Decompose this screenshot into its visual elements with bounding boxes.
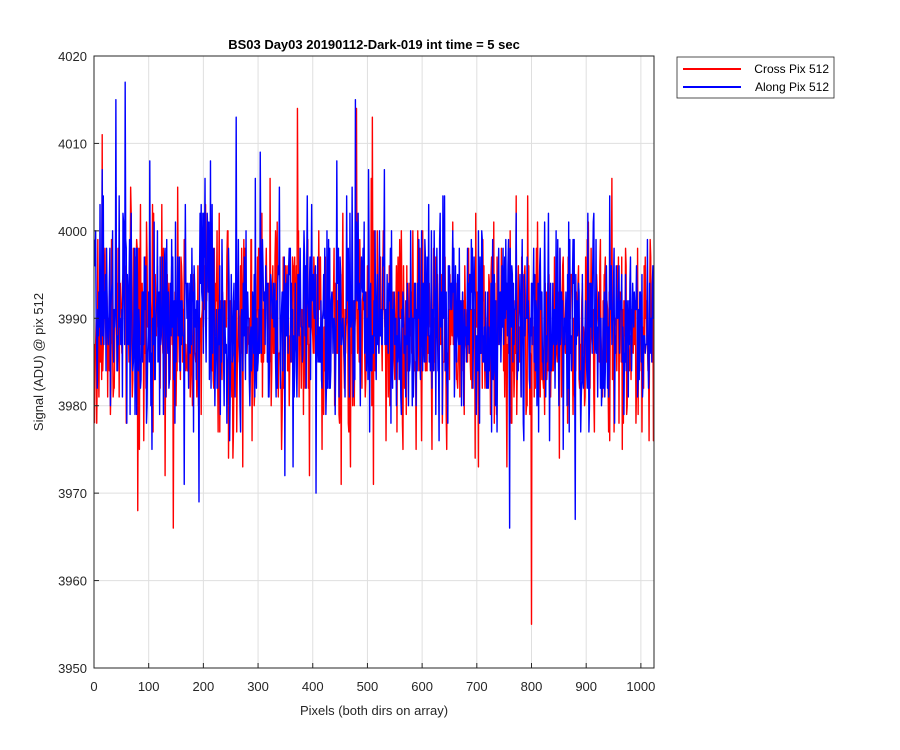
y-axis-label: Signal (ADU) @ pix 512 <box>31 293 46 431</box>
x-axis: 0 100 200 300 400 500 600 700 800 900 1000 <box>90 663 655 694</box>
series-layer <box>94 81 654 625</box>
x-tick-label: 700 <box>466 679 488 694</box>
x-tick-label: 100 <box>138 679 160 694</box>
x-tick-label: 300 <box>247 679 269 694</box>
chart-title: BS03 Day03 20190112-Dark-019 int time = … <box>228 37 520 52</box>
y-axis: 3950 3960 3970 3980 3990 4000 4010 4020 <box>58 49 99 676</box>
y-tick-label: 3970 <box>58 486 87 501</box>
x-tick-label: 500 <box>357 679 379 694</box>
legend-box <box>676 56 835 99</box>
y-tick-label: 3950 <box>58 661 87 676</box>
y-tick-label: 4000 <box>58 224 87 239</box>
x-tick-label: 600 <box>411 679 433 694</box>
legend[interactable]: Cross Pix 512 Along Pix 512 <box>676 56 835 99</box>
x-tick-label: 400 <box>302 679 324 694</box>
x-tick-label: 200 <box>193 679 215 694</box>
axes-box <box>93 55 655 669</box>
x-axis-label: Pixels (both dirs on array) <box>300 703 448 718</box>
legend-label-cross: Cross Pix 512 <box>754 62 829 76</box>
x-tick-label: 800 <box>521 679 543 694</box>
series-line-along <box>94 81 654 529</box>
y-tick-label: 4020 <box>58 49 87 64</box>
y-tick-label: 3980 <box>58 399 87 414</box>
legend-label-along: Along Pix 512 <box>755 80 829 94</box>
x-tick-label: 900 <box>575 679 597 694</box>
y-tick-label: 4010 <box>58 136 87 151</box>
y-tick-label: 3960 <box>58 574 87 589</box>
y-tick-label: 3990 <box>58 311 87 326</box>
x-tick-label: 1000 <box>626 679 655 694</box>
x-tick-label: 0 <box>90 679 97 694</box>
